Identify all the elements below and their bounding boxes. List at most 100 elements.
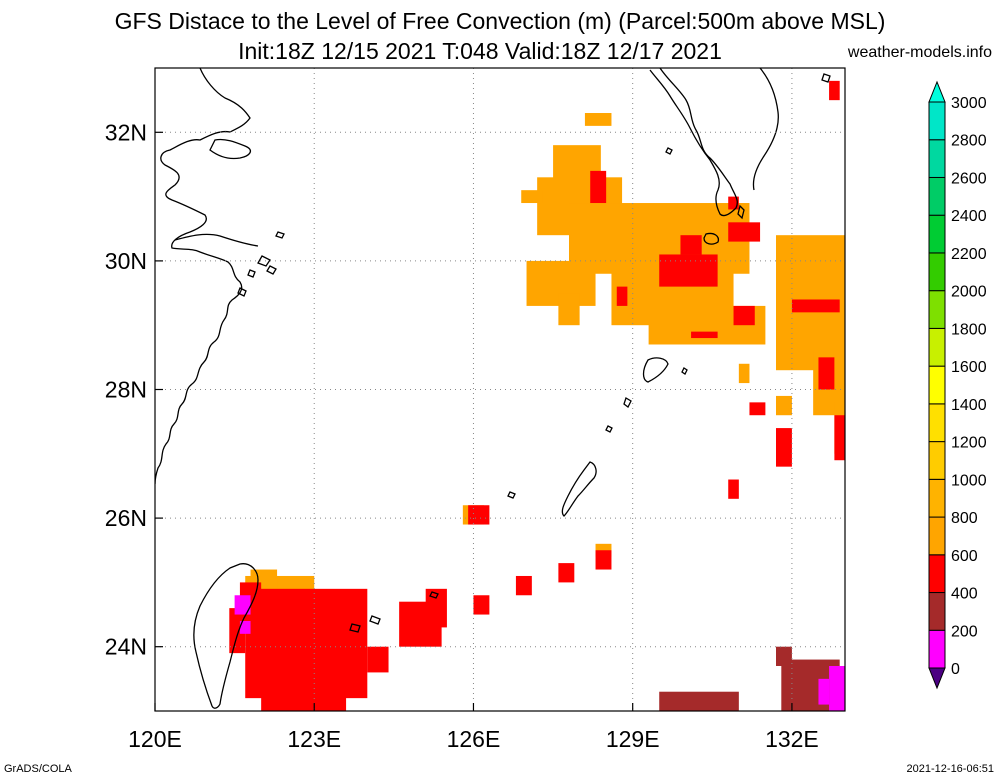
yaeyama-islands (349, 591, 439, 633)
coastline-layer (155, 68, 831, 709)
china-coastline (155, 68, 251, 485)
colorbar-level-label: 200 (951, 623, 978, 640)
red-patch-cell (261, 659, 347, 711)
colorbar-level-label: 2600 (951, 170, 987, 187)
magenta-patch-cell (234, 595, 251, 615)
colorbar-segment (928, 327, 946, 367)
red-patch-cell (728, 222, 761, 242)
colorbar-segment (928, 214, 946, 254)
red-patch-cell (728, 479, 739, 499)
colorbar-segment (928, 516, 946, 556)
lon-tick-label: 126E (447, 726, 501, 752)
lat-tick-label: 30N (105, 248, 147, 274)
source-credit: weather-models.info (847, 44, 992, 61)
colorbar-segment (928, 592, 946, 631)
shikoku-coast (752, 68, 779, 191)
red-patch-cell (691, 331, 718, 339)
red-patch-cell (468, 505, 490, 525)
colorbar-level-label: 0 (951, 661, 960, 678)
red-patch-cell (791, 299, 840, 313)
axis-ticks: 120E 123E 126E 129E 132E 24N 26N 28N 30N 32N (105, 119, 819, 752)
colorbar-segment (928, 554, 946, 594)
colorbar-level-label: 1600 (951, 359, 987, 376)
colorbar-segment (928, 176, 946, 216)
colorbar-segment (928, 139, 946, 178)
red-patch-cell (515, 575, 532, 596)
colorbar-segment (928, 101, 946, 141)
red-patch-cell (425, 588, 447, 628)
colorbar-level-label: 1200 (951, 435, 987, 452)
colorbar-level-label: 400 (951, 586, 978, 603)
red-patch-cell (595, 550, 612, 570)
colorbar-level-label: 600 (951, 548, 978, 565)
zhoushan-islands (237, 255, 277, 297)
red-patch-cell (616, 286, 628, 306)
red-patch-cell (829, 80, 840, 101)
colorbar-level-label: 2200 (951, 246, 987, 263)
red-patch-cell (728, 196, 739, 210)
graticule (155, 68, 845, 711)
orange-patch-cell (776, 395, 792, 416)
colorbar-level-label: 1000 (951, 472, 987, 489)
magenta-patch-cell (239, 620, 251, 634)
colorbar-level-label: 1800 (951, 321, 987, 338)
lat-tick-label: 32N (105, 119, 147, 145)
red-patch-cell (818, 357, 835, 390)
red-patch-cell (558, 563, 575, 583)
colorbar-under-triangle (928, 667, 946, 690)
lat-tick-label: 24N (105, 634, 147, 660)
colorbar-over-triangle (928, 80, 946, 103)
hangzhou-bay (174, 233, 259, 247)
lat-tick-label: 26N (105, 505, 147, 531)
colorbar-level-label: 1400 (951, 397, 987, 414)
colorbar-segment (928, 629, 946, 669)
red-patch-cell (776, 428, 792, 467)
red-patch-cell (733, 305, 755, 326)
red-patch-cell (367, 646, 389, 673)
red-patch-cell (834, 415, 845, 461)
colorbar-legend: 0 200 400 600 800 1000 1200 1400 1600 1800 2000 220… (928, 80, 987, 690)
yakushima-island (703, 232, 720, 245)
yangtze-estuary (209, 138, 252, 160)
misc-islets (275, 73, 831, 499)
ryukyu-okinawa (561, 461, 597, 517)
colorbar-level-label: 2400 (951, 208, 987, 225)
footer-timestamp: 2021-12-16-06:51 (906, 763, 994, 775)
taiwan-island (193, 563, 259, 709)
amami-island (642, 357, 669, 383)
red-patch-cell (659, 254, 718, 287)
magenta-patch-cell (818, 678, 830, 705)
orange-patch-cell (521, 190, 543, 204)
lon-tick-label: 120E (128, 726, 182, 752)
lat-tick-label: 28N (105, 377, 147, 403)
red-patch-cell (308, 595, 325, 621)
magenta-patch-cell (829, 665, 845, 711)
brown-patch-cell (659, 691, 739, 711)
colorbar-level-label: 2800 (951, 133, 987, 150)
red-patch-cell (473, 595, 490, 615)
red-patch-cell (749, 402, 766, 416)
colorbar-segment (928, 365, 946, 405)
colorbar-segment (928, 441, 946, 480)
orange-patch-cell (558, 293, 580, 326)
footer-software-label: GrADS/COLA (4, 763, 72, 775)
lon-tick-label: 132E (765, 726, 819, 752)
colorbar-level-label: 800 (951, 510, 978, 527)
colorbar-level-label: 3000 (951, 95, 987, 112)
colorbar-segment (928, 403, 946, 443)
convection-field-layer (229, 80, 845, 711)
brown-patch-cell (776, 646, 792, 666)
colorbar-level-label: 2000 (951, 284, 987, 301)
lon-tick-label: 129E (606, 726, 660, 752)
kyushu-coast (649, 68, 738, 217)
colorbar-segment (928, 252, 946, 292)
red-patch-cell (590, 170, 607, 204)
red-patch-cell (680, 235, 702, 255)
colorbar-segment (928, 290, 946, 329)
colorbar-segment (928, 478, 946, 518)
map-title-line-1: GFS Distace to the Level of Free Convect… (114, 8, 886, 34)
lon-tick-label: 123E (287, 726, 341, 752)
orange-patch-cell (584, 113, 612, 126)
orange-patch-cell (738, 363, 750, 384)
